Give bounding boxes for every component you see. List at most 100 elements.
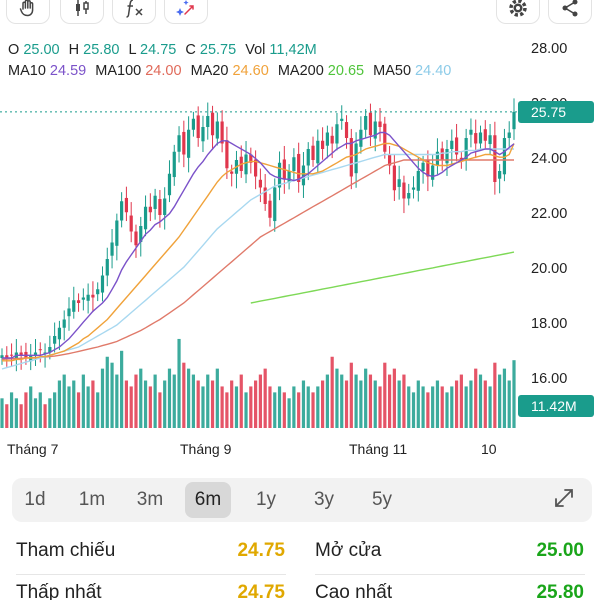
candle-body xyxy=(53,336,57,344)
low-label: L xyxy=(128,42,137,58)
range-1d-button[interactable]: 1d xyxy=(24,489,46,510)
volume-bar xyxy=(9,392,14,428)
candlestick-icon xyxy=(76,0,89,16)
candle-body xyxy=(335,124,339,144)
volume-bar xyxy=(120,350,124,428)
candle-body xyxy=(220,121,224,144)
open-value: 25.00 xyxy=(23,42,60,58)
candle-body xyxy=(301,165,306,186)
candle-body xyxy=(316,140,320,164)
magic-wand-icon xyxy=(176,0,194,16)
volume-bar xyxy=(115,374,119,428)
volume-bar xyxy=(167,368,172,428)
candle-body xyxy=(225,140,229,169)
candle-body xyxy=(115,220,119,246)
candle-body xyxy=(440,148,444,160)
volume-bar xyxy=(187,368,191,428)
volume-bar xyxy=(320,380,325,428)
volume-bar xyxy=(57,380,62,428)
range-3m-button[interactable]: 3m xyxy=(136,489,164,510)
candle-body xyxy=(33,352,38,356)
volume-bar xyxy=(344,380,349,428)
range-5y-button[interactable]: 5y xyxy=(371,489,393,510)
candle-body xyxy=(483,129,487,141)
candle-body xyxy=(416,171,420,191)
volume-bar xyxy=(196,380,200,428)
magic-tool-button[interactable] xyxy=(164,0,208,24)
candle-body xyxy=(344,122,349,138)
volume-bar xyxy=(110,362,114,428)
time-range-selector: 1d 1m 3m 6m 1y 3y 5y xyxy=(12,478,592,522)
volume-bar xyxy=(282,392,286,428)
volume-bar xyxy=(316,386,320,428)
expand-icon[interactable] xyxy=(552,486,576,510)
volume-bar xyxy=(277,386,282,428)
volume-bar xyxy=(143,380,148,428)
volume-bar xyxy=(349,362,353,428)
formula-tool-button[interactable] xyxy=(112,0,156,24)
candle-body xyxy=(67,308,71,317)
range-6m-button[interactable]: 6m xyxy=(185,482,231,518)
candle-body xyxy=(38,349,42,351)
volume-bar xyxy=(512,360,516,428)
candle-body xyxy=(139,226,143,242)
candle-body xyxy=(450,140,454,149)
candle-body xyxy=(368,112,373,136)
candle-body xyxy=(230,171,234,174)
candle-body xyxy=(258,179,262,188)
volume-bar xyxy=(158,392,162,428)
volume-bar xyxy=(407,386,411,428)
price-chart[interactable] xyxy=(0,0,600,460)
candle-body xyxy=(5,355,9,358)
range-1m-button[interactable]: 1m xyxy=(78,489,106,510)
volume-bar xyxy=(368,374,373,428)
volume-bar xyxy=(14,398,18,428)
volume-bar xyxy=(301,380,306,428)
y-tick-label: 16.00 xyxy=(531,371,568,387)
candle-body xyxy=(273,187,277,222)
volume-bar xyxy=(48,398,52,428)
y-tick-label: 20.00 xyxy=(531,261,568,277)
volume-bar xyxy=(124,380,129,428)
ma20-line xyxy=(2,142,515,362)
candle-body xyxy=(72,300,76,312)
volume-bar xyxy=(5,404,9,428)
candle-body xyxy=(502,138,507,175)
candle-body xyxy=(57,327,62,340)
candle-body xyxy=(392,165,396,191)
volume-bar xyxy=(416,380,420,428)
ma200-value: 20.65 xyxy=(327,63,365,79)
volume-bar xyxy=(292,386,296,428)
volume-bar xyxy=(287,398,291,428)
candle-body xyxy=(464,138,468,160)
share-button[interactable] xyxy=(548,0,592,24)
open-price-label: Mở cửa xyxy=(315,540,382,561)
volume-bar xyxy=(19,404,23,428)
range-3y-button[interactable]: 3y xyxy=(313,489,335,510)
candle-body xyxy=(421,162,425,171)
candle-body xyxy=(201,127,205,142)
volume-bar xyxy=(38,392,42,428)
volume-bar xyxy=(76,392,81,428)
candle-body xyxy=(124,197,129,213)
moving-averages xyxy=(1,131,515,370)
settings-button[interactable] xyxy=(496,0,540,24)
low-price-value: 24.75 xyxy=(237,582,285,600)
candle-body xyxy=(182,131,186,155)
volume-bar xyxy=(397,380,401,428)
volume-value: 11,42M xyxy=(269,42,317,58)
candle-body xyxy=(431,165,435,180)
hand-tool-button[interactable] xyxy=(6,0,50,24)
volume-bar xyxy=(33,398,38,428)
volume-bar xyxy=(325,374,329,428)
volume-bar xyxy=(373,380,377,428)
candle-body xyxy=(330,135,334,144)
volume-bar xyxy=(392,368,396,428)
volume-bar xyxy=(249,386,253,428)
range-1y-button[interactable]: 1y xyxy=(255,489,277,510)
candle-body xyxy=(177,135,181,152)
candle-body xyxy=(325,132,329,146)
candle-body xyxy=(215,121,219,139)
volume-bar xyxy=(105,356,109,428)
candlestick-tool-button[interactable] xyxy=(60,0,104,24)
